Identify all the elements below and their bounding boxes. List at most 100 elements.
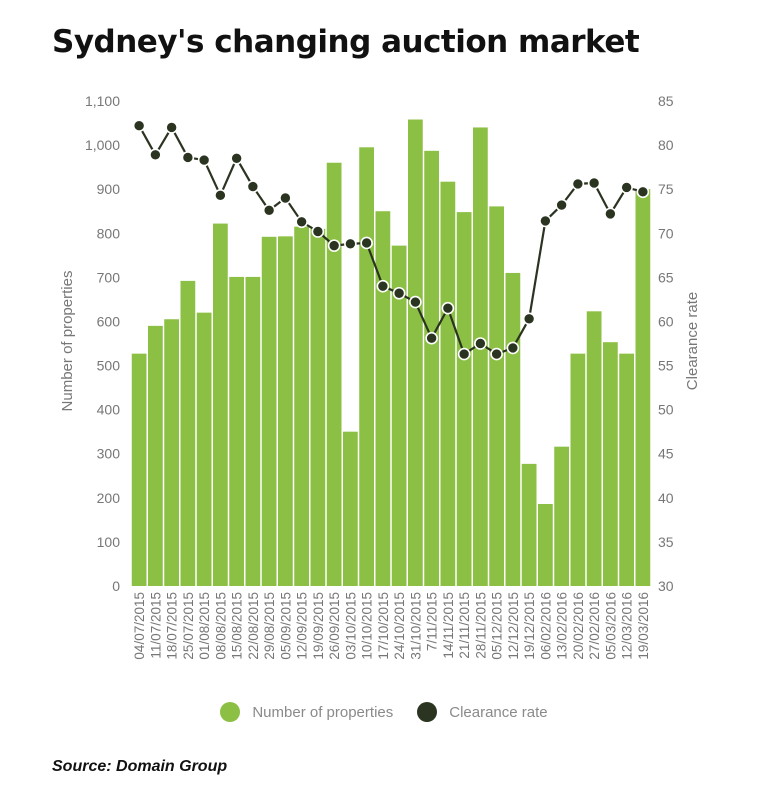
bar xyxy=(148,325,163,586)
y-tick-label: 900 xyxy=(97,181,121,197)
x-tick-label: 20/02/2016 xyxy=(571,592,586,660)
y2-tick-label: 45 xyxy=(658,446,674,462)
bar xyxy=(261,236,277,587)
bar xyxy=(440,181,456,586)
bar xyxy=(505,272,521,586)
bar xyxy=(359,147,374,587)
y-tick-label: 1,000 xyxy=(85,137,120,153)
y-tick-label: 0 xyxy=(112,578,120,594)
x-tick-label: 03/10/2015 xyxy=(343,592,358,660)
y-tick-label: 700 xyxy=(97,269,121,285)
x-tick-label: 15/08/2015 xyxy=(230,592,245,660)
x-tick-label: 12/03/2016 xyxy=(620,592,635,660)
x-tick-label: 19/12/2015 xyxy=(522,592,537,660)
bar xyxy=(586,311,602,586)
line-point xyxy=(620,181,633,194)
x-tick-label: 05/12/2015 xyxy=(490,592,505,660)
x-tick-label: 21/11/2015 xyxy=(457,592,472,659)
y-tick-label: 800 xyxy=(97,225,121,241)
line-point xyxy=(279,191,292,205)
bar xyxy=(619,353,634,586)
line-point xyxy=(457,347,471,361)
bar xyxy=(408,119,423,587)
line-point xyxy=(636,185,650,199)
line-point xyxy=(165,121,178,134)
bar xyxy=(489,206,504,586)
bar xyxy=(521,463,537,586)
bar xyxy=(180,280,196,586)
line-point xyxy=(246,180,260,193)
right-axis-title: Clearance rate xyxy=(684,292,701,390)
legend-item-clearance: Clearance rate xyxy=(417,702,548,722)
y2-tick-label: 70 xyxy=(658,225,674,241)
bar xyxy=(245,276,261,586)
x-tick-label: 24/10/2015 xyxy=(392,592,407,660)
line-point xyxy=(214,189,227,202)
line-point xyxy=(587,176,601,190)
legend-swatch-properties xyxy=(220,702,241,722)
x-tick-label: 31/10/2015 xyxy=(408,592,423,660)
y-tick-label: 500 xyxy=(97,358,121,374)
y2-tick-label: 35 xyxy=(658,534,674,550)
y-tick-label: 400 xyxy=(97,402,121,418)
legend-item-properties: Number of properties xyxy=(220,702,393,722)
bar xyxy=(538,503,553,586)
line-point xyxy=(376,279,390,293)
x-tick-label: 28/11/2015 xyxy=(473,592,488,659)
y2-tick-label: 75 xyxy=(658,181,674,197)
y2-tick-label: 80 xyxy=(658,137,674,153)
bar xyxy=(456,212,472,587)
line-point xyxy=(490,347,503,361)
legend-label-clearance: Clearance rate xyxy=(449,703,548,721)
line-point xyxy=(360,236,373,250)
line-point xyxy=(604,207,617,221)
line-point xyxy=(409,295,422,309)
bar xyxy=(375,211,391,587)
legend: Number of properties Clearance rate xyxy=(0,702,768,722)
y2-tick-label: 65 xyxy=(658,269,674,285)
bar xyxy=(196,312,212,586)
right-axis: 30 35 40 45 50 55 60 65 70 75 80 85 xyxy=(658,93,674,594)
line-point xyxy=(506,341,520,355)
y2-tick-label: 60 xyxy=(658,313,674,329)
line-point xyxy=(197,153,211,167)
bar xyxy=(131,353,147,586)
left-axis: 0 100 200 300 400 500 600 700 800 900 1,000 1,100 xyxy=(85,93,120,594)
line-point xyxy=(149,148,162,162)
y-tick-label: 600 xyxy=(97,313,121,329)
chart-plot: 0 100 200 300 400 500 600 700 800 900 1,000 1,100 3… xyxy=(59,93,701,660)
x-tick-label: 11/07/2015 xyxy=(148,592,163,659)
x-tick-label: 17/10/2015 xyxy=(376,592,391,660)
x-axis: 04/07/2015 11/07/2015 18/07/2015 25/07/2015… xyxy=(132,592,651,660)
source-note: Source: Domain Group xyxy=(52,758,228,775)
line-point xyxy=(522,312,536,326)
bar xyxy=(326,162,342,587)
y-tick-label: 300 xyxy=(97,446,121,462)
x-tick-label: 27/02/2016 xyxy=(587,592,602,660)
bar xyxy=(554,446,569,586)
y2-tick-label: 85 xyxy=(658,93,674,109)
x-tick-label: 18/07/2015 xyxy=(165,592,180,660)
chart-title: Sydney's changing auction market xyxy=(52,24,640,60)
y2-tick-label: 30 xyxy=(658,578,674,594)
line-point xyxy=(295,215,308,229)
x-tick-label: 19/09/2015 xyxy=(311,592,326,660)
x-tick-label: 19/03/2016 xyxy=(636,592,651,660)
x-tick-label: 08/08/2015 xyxy=(213,592,228,660)
line-point xyxy=(425,331,438,345)
left-axis-title: Number of properties xyxy=(59,271,76,412)
line-point xyxy=(181,151,195,164)
x-tick-label: 22/08/2015 xyxy=(246,592,261,660)
bar xyxy=(391,245,407,586)
line-point xyxy=(262,204,276,217)
y2-tick-label: 40 xyxy=(658,490,674,506)
legend-label-properties: Number of properties xyxy=(252,703,394,721)
bar xyxy=(213,223,228,586)
bar xyxy=(164,319,179,586)
line-point xyxy=(392,286,406,300)
bar xyxy=(635,189,651,586)
y-tick-label: 100 xyxy=(97,534,121,550)
bar xyxy=(294,226,309,586)
line-point xyxy=(230,152,243,165)
y-tick-label: 1,100 xyxy=(85,93,120,109)
